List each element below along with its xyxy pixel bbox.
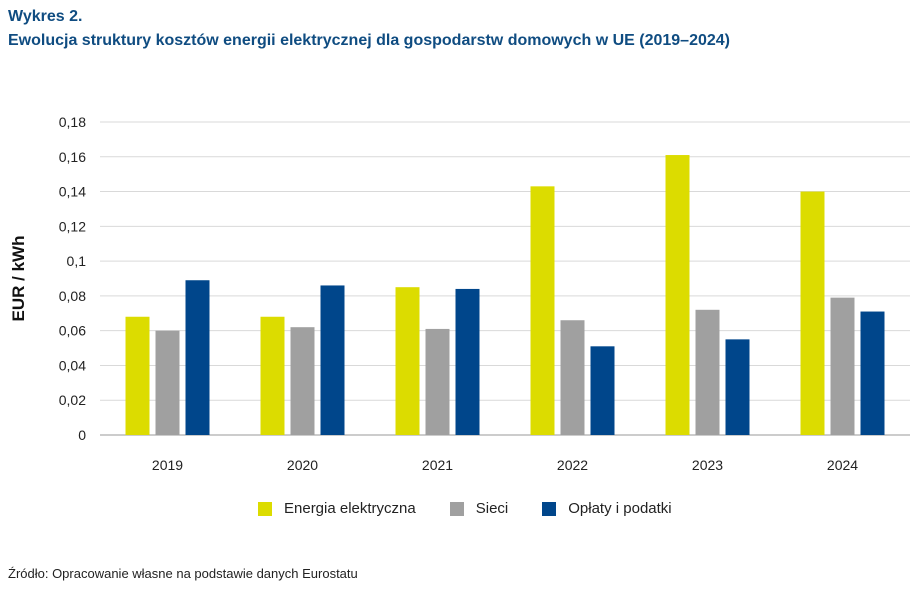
chart-label: Wykres 2. [8,8,83,25]
x-tick-label: 2023 [692,457,723,473]
bar [665,155,690,436]
legend-swatch-sieci [449,501,464,516]
x-tick-label: 2024 [827,457,858,473]
bar [425,328,450,435]
bar [125,316,150,435]
x-tick-label: 2019 [152,457,183,473]
y-tick-label: 0,18 [59,114,86,130]
bar [155,330,180,435]
legend-item-oplaty: Opłaty i podatki [542,500,672,517]
bar [860,311,885,435]
bar [560,320,585,435]
bar [260,316,285,435]
y-tick-label: 0,16 [59,149,86,165]
legend-label-oplaty: Opłaty i podatki [568,500,672,517]
legend-swatch-oplaty [542,501,557,516]
x-tick-label: 2021 [422,457,453,473]
y-tick-label: 0,04 [59,357,86,373]
y-tick-label: 0,08 [59,288,86,304]
x-tick-label: 2022 [557,457,588,473]
bar [185,280,210,435]
y-axis-label: EUR / kWh [9,236,28,322]
bar [290,327,315,435]
legend-item-sieci: Sieci [449,500,509,517]
legend-swatch-energia [258,501,272,516]
bar [320,285,345,435]
bar [455,288,480,435]
y-tick-label: 0,1 [67,253,87,269]
bar [800,191,825,435]
y-tick-label: 0,12 [59,218,86,234]
bar-chart: 0 0,02 0,04 0,06 0,08 0,1 0,12 0,14 0,16 0,18 EUR … [9,114,910,473]
y-tick-label: 0,14 [59,184,86,200]
bar [830,297,855,435]
bar [530,186,555,435]
legend-item-energia: Energia elektryczna [258,500,416,517]
bar [590,346,615,435]
bar [395,287,420,435]
source-note: Źródło: Opracowanie własne na podstawie … [8,566,358,581]
bar [725,339,750,435]
chart-title: Ewolucja struktury kosztów energii elekt… [8,32,730,49]
legend-label-energia: Energia elektryczna [284,500,416,517]
legend-label-sieci: Sieci [475,500,509,517]
chart-header: Wykres 2. Ewolucja struktury kosztów ene… [8,6,730,52]
bar [695,309,720,435]
y-tick-label: 0,02 [59,392,86,408]
y-tick-label: 0 [78,427,86,443]
legend: Energia elektryczna Sieci Opłaty i podat… [258,500,706,517]
x-tick-label: 2020 [287,457,318,473]
y-tick-label: 0,06 [59,323,86,339]
